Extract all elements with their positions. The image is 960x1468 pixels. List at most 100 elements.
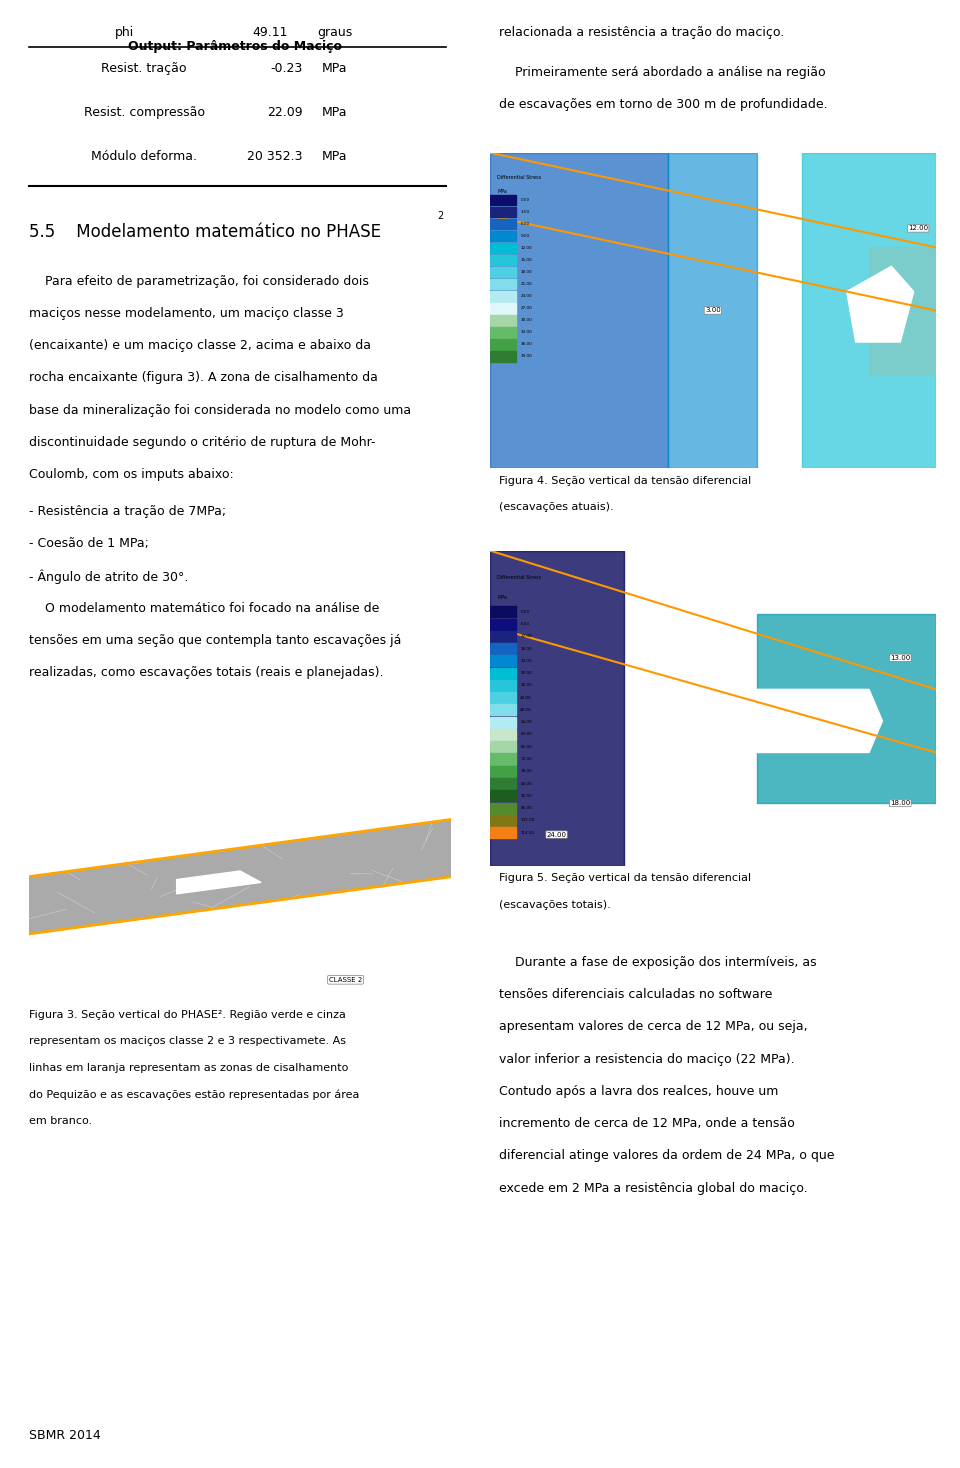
Polygon shape — [869, 248, 936, 374]
Text: Differential Stress: Differential Stress — [497, 575, 541, 580]
Text: (escavações totais).: (escavações totais). — [499, 900, 611, 910]
Text: tensões em uma seção que contempla tanto escavações já: tensões em uma seção que contempla tanto… — [29, 634, 401, 647]
Text: 3.00: 3.00 — [705, 307, 721, 314]
Text: linhas em laranja representam as zonas de cisalhamento: linhas em laranja representam as zonas d… — [29, 1063, 348, 1073]
Text: do Pequizão e as escavações estão representadas por área: do Pequizão e as escavações estão repres… — [29, 1089, 359, 1100]
Bar — [490, 207, 516, 217]
Text: 18.00: 18.00 — [520, 647, 532, 650]
Text: SBMR 2014: SBMR 2014 — [29, 1428, 101, 1442]
Text: 18.00: 18.00 — [520, 270, 532, 275]
Text: 13.00: 13.00 — [890, 655, 910, 661]
Bar — [490, 693, 516, 703]
Text: 12.00: 12.00 — [520, 247, 532, 250]
Text: 18.00: 18.00 — [747, 718, 768, 724]
Bar — [490, 716, 516, 728]
Text: - Resistência a tração de 7MPa;: - Resistência a tração de 7MPa; — [29, 505, 226, 518]
Text: Figura 4. Seção vertical da tensão diferencial: Figura 4. Seção vertical da tensão difer… — [499, 476, 752, 486]
Bar — [490, 753, 516, 765]
Bar — [490, 680, 516, 691]
Text: 27.00: 27.00 — [520, 307, 532, 310]
Polygon shape — [177, 871, 261, 894]
Polygon shape — [668, 153, 757, 468]
Bar — [490, 643, 516, 655]
Text: base da mineralização foi considerada no modelo como uma: base da mineralização foi considerada no… — [29, 404, 411, 417]
Polygon shape — [490, 550, 624, 866]
Text: diferencial atinge valores da ordem de 24 MPa, o que: diferencial atinge valores da ordem de 2… — [499, 1149, 834, 1163]
Text: 21.00: 21.00 — [520, 282, 532, 286]
Text: MPa: MPa — [497, 595, 507, 600]
Text: graus: graus — [317, 26, 352, 40]
Text: 30.00: 30.00 — [520, 671, 532, 675]
Text: em branco.: em branco. — [29, 1116, 92, 1126]
Text: 24.00: 24.00 — [520, 659, 532, 664]
Text: 15.00: 15.00 — [520, 258, 532, 263]
Bar — [490, 778, 516, 788]
Polygon shape — [847, 266, 914, 342]
Text: 3.00: 3.00 — [520, 210, 530, 214]
Text: 5.5    Modelamento matemático no PHASE: 5.5 Modelamento matemático no PHASE — [29, 223, 381, 241]
Text: MPa: MPa — [322, 62, 348, 75]
Text: incremento de cerca de 12 MPa, onde a tensão: incremento de cerca de 12 MPa, onde a te… — [499, 1117, 795, 1130]
Bar — [490, 195, 516, 206]
Text: 12.00: 12.00 — [520, 634, 532, 639]
Text: Módulo deforma.: Módulo deforma. — [91, 150, 197, 163]
Text: Primeiramente será abordado a análise na região: Primeiramente será abordado a análise na… — [499, 66, 826, 79]
Bar — [490, 803, 516, 813]
Text: 12.00: 12.00 — [908, 226, 928, 232]
Bar — [490, 618, 516, 630]
Text: - Ângulo de atrito de 30°.: - Ângulo de atrito de 30°. — [29, 570, 188, 584]
Text: 49.11: 49.11 — [252, 26, 288, 40]
Bar — [490, 668, 516, 678]
Text: 90.00: 90.00 — [520, 794, 532, 797]
Text: Differential Stress: Differential Stress — [497, 175, 541, 179]
Text: apresentam valores de cerca de 12 MPa, ou seja,: apresentam valores de cerca de 12 MPa, o… — [499, 1020, 807, 1033]
Bar — [490, 242, 516, 254]
Bar — [490, 766, 516, 777]
Text: (escavações atuais).: (escavações atuais). — [499, 502, 613, 512]
Text: Para efeito de parametrização, foi considerado dois: Para efeito de parametrização, foi consi… — [29, 275, 369, 288]
Text: 60.00: 60.00 — [520, 733, 532, 737]
Text: representam os maciços classe 2 e 3 respectivamete. As: representam os maciços classe 2 e 3 resp… — [29, 1036, 346, 1047]
Text: 36.00: 36.00 — [520, 342, 532, 346]
Bar — [490, 254, 516, 266]
Text: 0.00: 0.00 — [520, 609, 530, 614]
Bar — [490, 267, 516, 277]
Bar — [490, 790, 516, 802]
Text: 6.00: 6.00 — [520, 222, 530, 226]
Text: 24.00: 24.00 — [546, 831, 566, 838]
Text: O modelamento matemático foi focado na análise de: O modelamento matemático foi focado na a… — [29, 602, 379, 615]
Text: 114.00: 114.00 — [520, 831, 535, 835]
Text: 36.00: 36.00 — [520, 684, 532, 687]
Text: 24.00: 24.00 — [863, 314, 883, 320]
Text: tensões diferenciais calculadas no software: tensões diferenciais calculadas no softw… — [499, 988, 773, 1001]
Text: realizadas, como escavações totais (reais e planejadas).: realizadas, como escavações totais (reai… — [29, 666, 383, 680]
Text: de escavações em torno de 300 m de profundidade.: de escavações em torno de 300 m de profu… — [499, 98, 828, 112]
Bar — [490, 705, 516, 715]
Bar — [490, 815, 516, 826]
Text: 22.09: 22.09 — [267, 106, 302, 119]
Polygon shape — [803, 153, 936, 468]
Text: 30.00: 30.00 — [520, 319, 532, 321]
Text: excede em 2 MPa a resistência global do maciço.: excede em 2 MPa a resistência global do … — [499, 1182, 807, 1195]
Text: 9.00: 9.00 — [520, 233, 530, 238]
Text: relacionada a resistência a tração do maciço.: relacionada a resistência a tração do ma… — [499, 26, 784, 40]
Bar — [490, 631, 516, 642]
Text: 39.00: 39.00 — [520, 354, 532, 358]
Text: MPa: MPa — [497, 189, 507, 194]
Text: maciços nesse modelamento, um maciço classe 3: maciços nesse modelamento, um maciço cla… — [29, 307, 344, 320]
Text: 20 352.3: 20 352.3 — [247, 150, 302, 163]
Text: Resist. compressão: Resist. compressão — [84, 106, 204, 119]
Bar — [490, 314, 516, 326]
Bar — [490, 230, 516, 241]
Text: 72.00: 72.00 — [520, 757, 532, 760]
Bar — [490, 339, 516, 349]
Text: Coulomb, com os imputs abaixo:: Coulomb, com os imputs abaixo: — [29, 468, 233, 482]
Bar — [490, 826, 516, 838]
Text: 78.00: 78.00 — [520, 769, 532, 774]
Bar — [490, 291, 516, 301]
Text: 66.00: 66.00 — [520, 744, 532, 749]
Text: rocha encaixante (figura 3). A zona de cisalhamento da: rocha encaixante (figura 3). A zona de c… — [29, 371, 377, 385]
Text: 0.00: 0.00 — [520, 198, 530, 203]
Text: valor inferior a resistencia do maciço (22 MPa).: valor inferior a resistencia do maciço (… — [499, 1053, 795, 1066]
Text: 33.00: 33.00 — [520, 330, 532, 335]
